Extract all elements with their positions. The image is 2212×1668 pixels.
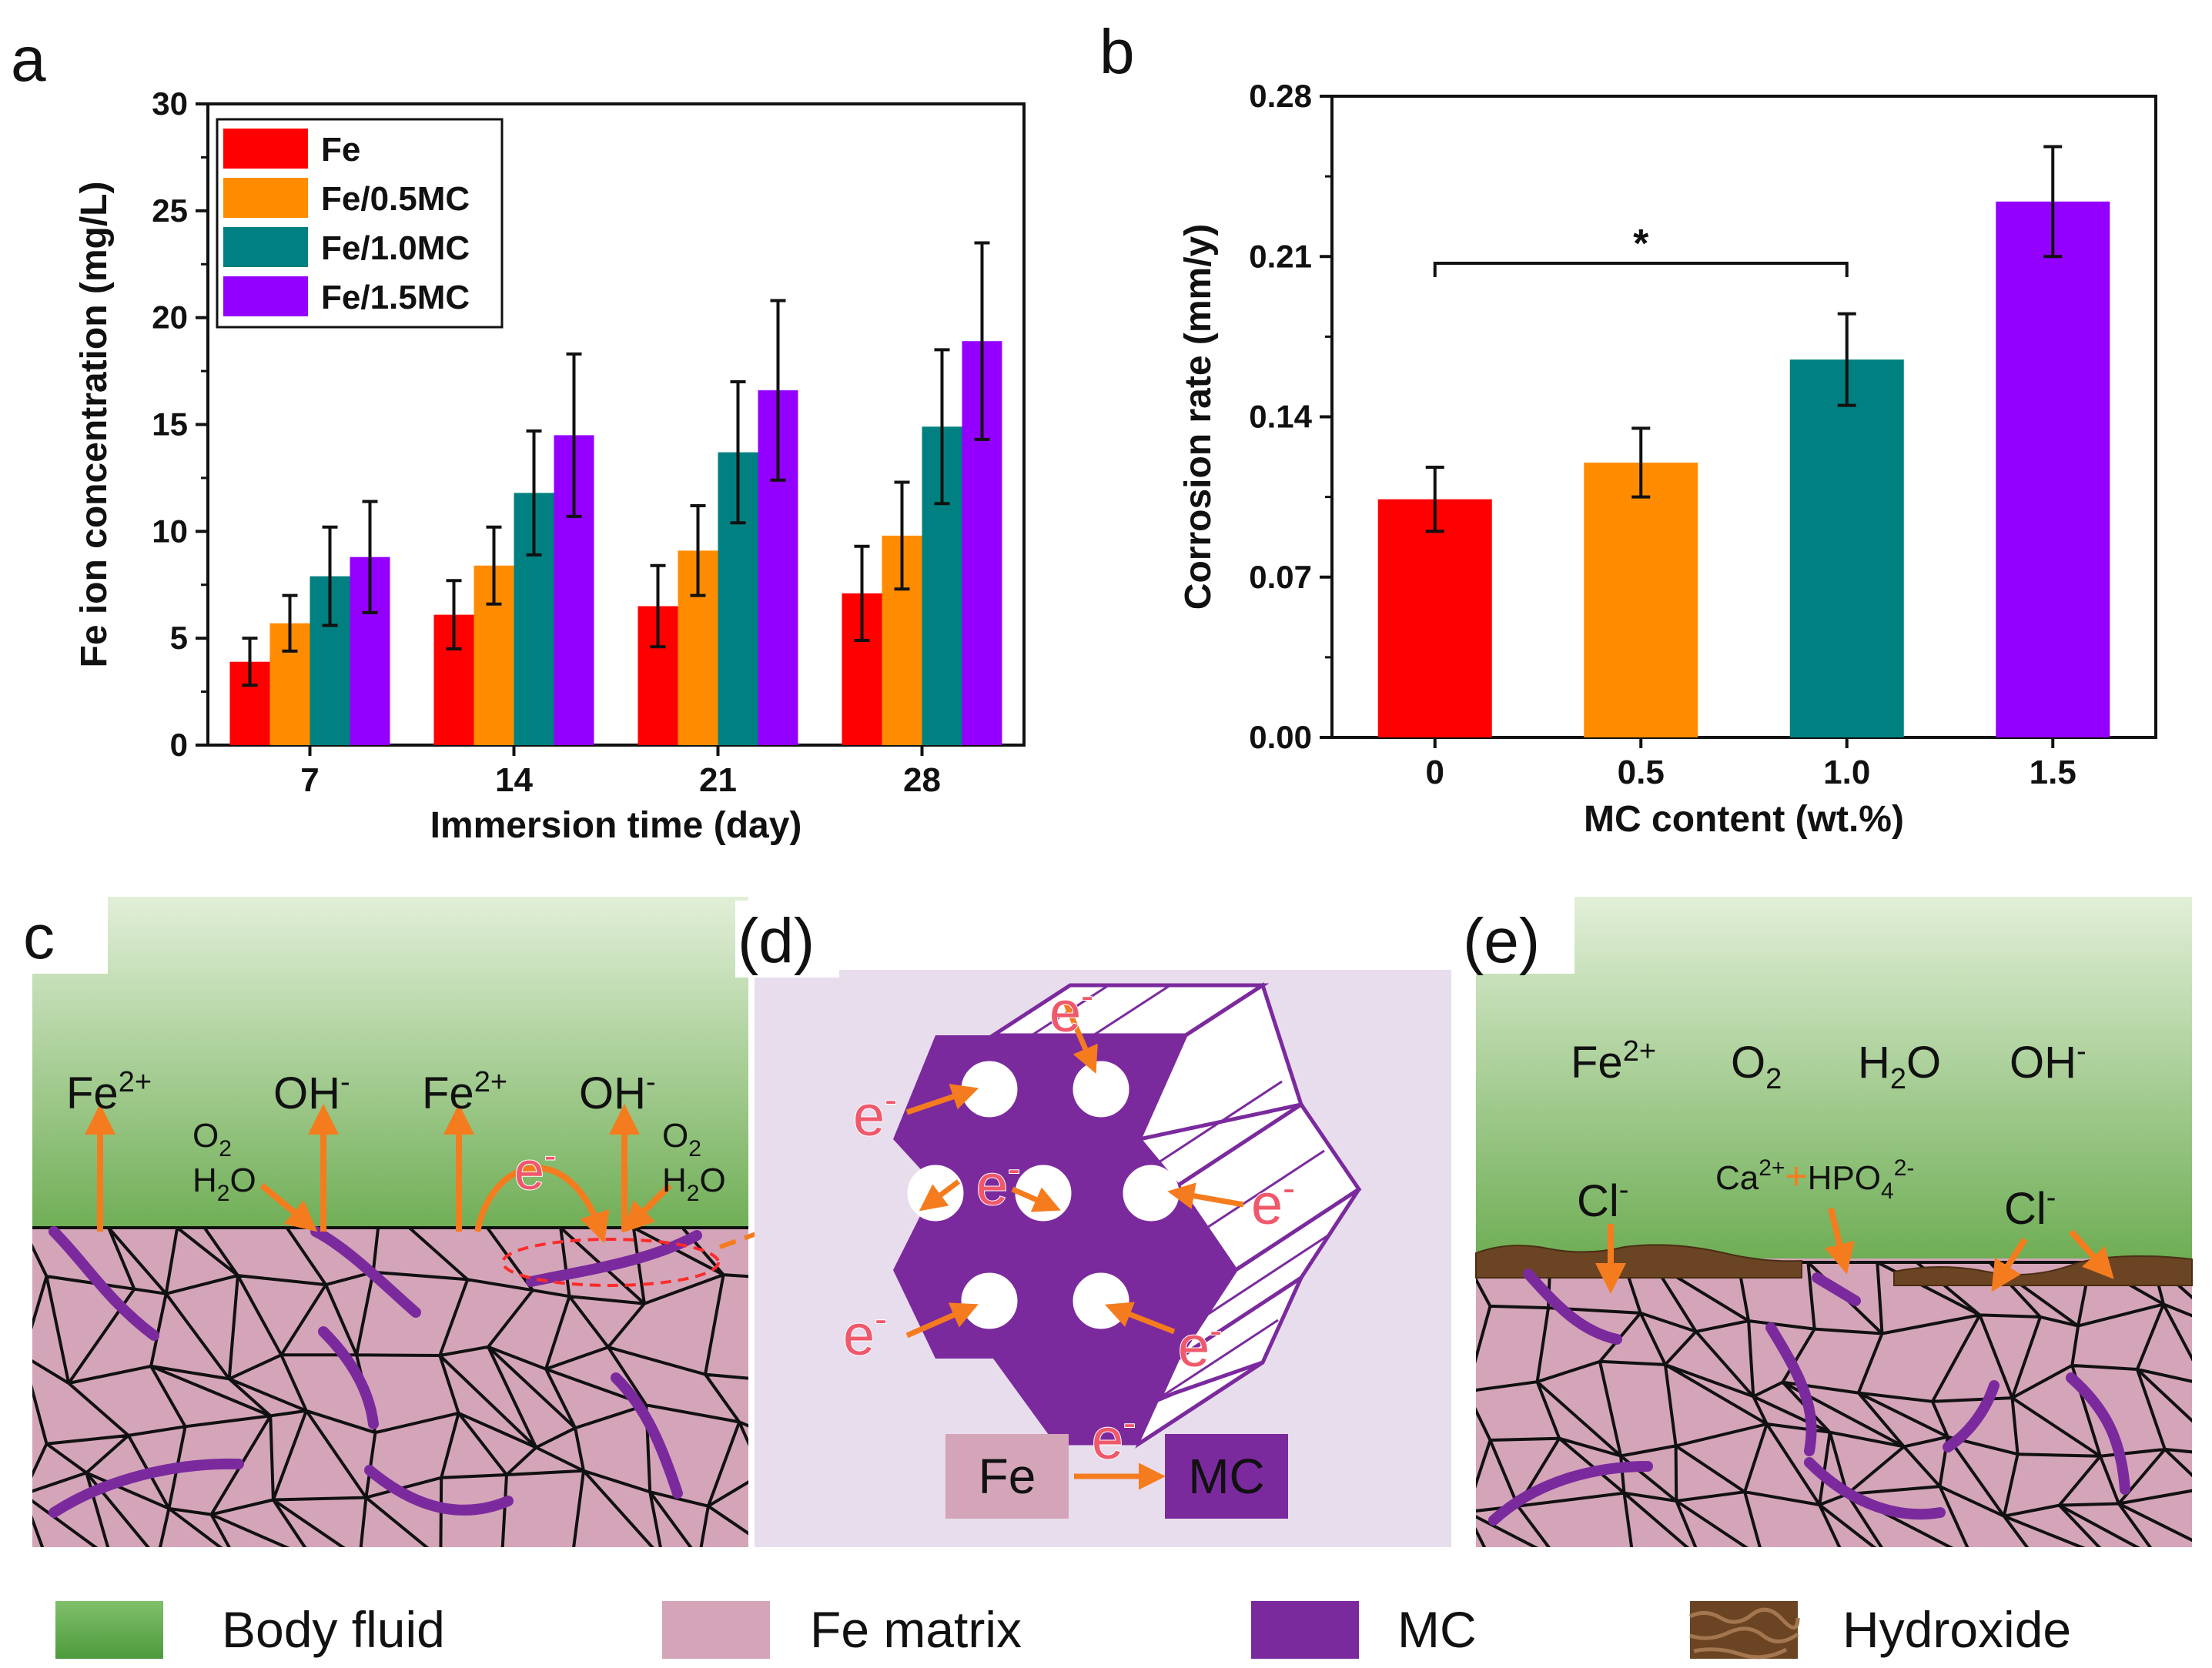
release-arrows: [85, 1104, 672, 1244]
y-tick-label-a: 10: [152, 513, 188, 549]
y-tick-label-b: 0.00: [1249, 719, 1312, 755]
y-tick-label-b: 0.07: [1249, 559, 1312, 595]
electron-label-d-7: e-: [1092, 1403, 1136, 1471]
y-tick-label-b: 0.14: [1249, 399, 1312, 435]
hydroxide-layer-2: [1893, 1255, 2193, 1286]
y-tick-label-b: 0.21: [1249, 238, 1312, 274]
y-tick-label-a: 0: [170, 727, 188, 763]
x-axis-label-a: Immersion time (day): [430, 805, 802, 846]
x-axis-label-b: MC content (wt.%): [1584, 799, 1904, 840]
e-species-h2o: H2O: [1858, 1038, 1941, 1095]
mc-box: [1165, 1434, 1288, 1519]
y-tick-label-a: 25: [152, 192, 188, 229]
fe-box-label: Fe: [979, 1449, 1036, 1504]
e-cl-label-2: Cl-: [2004, 1182, 2056, 1234]
fe-box: [945, 1434, 1069, 1519]
legend-label-a: Fe/1.0MC: [321, 229, 470, 267]
legend-label-a: Fe: [321, 131, 360, 169]
x-tick-label-a: 21: [699, 761, 737, 799]
electron-label-d-1: e-: [853, 1080, 897, 1148]
legend-label-hydroxide: Hydroxide: [1842, 1601, 2071, 1658]
legend-swatch-a: [223, 129, 308, 169]
chart-a: 0 5 10 15 20 25 30 7 14 21 28 Immersion time (day) F…: [74, 85, 1026, 846]
x-tick-label-a: 7: [300, 761, 319, 799]
fe2-label-1: Fe2+: [66, 1066, 152, 1118]
mc-structure-front: [893, 1035, 1236, 1443]
highlight-ellipse: [501, 1238, 720, 1287]
oh-label-1: OH-: [273, 1066, 350, 1118]
x-tick-label-b: 1.5: [2030, 754, 2076, 791]
panel-letter-d: (d): [738, 906, 815, 976]
panel-letter-a: a: [11, 25, 46, 95]
bar-b: [1377, 499, 1492, 737]
legend-swatch-a: [223, 227, 308, 267]
legend-label-a: Fe/0.5MC: [321, 180, 470, 218]
electron-label-d-3: e-: [976, 1149, 1020, 1217]
electron-arrows: [905, 1003, 1244, 1339]
legend-label-mc: MC: [1397, 1601, 1477, 1658]
legend-label-a: Fe/1.5MC: [321, 279, 470, 316]
y-tick-label-a: 5: [170, 620, 188, 656]
body-fluid-region: [32, 897, 748, 1232]
e-species-oh: OH-: [2010, 1035, 2087, 1088]
legend-label-fe-matrix: Fe matrix: [810, 1601, 1022, 1658]
y-tick-label-a: 30: [152, 85, 188, 122]
bar-b: [1996, 201, 2110, 738]
y-axis-label-b: Corrosion rate (mm/y): [1178, 224, 1219, 610]
x-tick-label-b: 0: [1426, 754, 1444, 791]
hydroxide-layer: [1475, 1244, 1802, 1279]
legend-swatch-mc: [1251, 1601, 1359, 1659]
chart-b: 0.00 0.07 0.14 0.21 0.28 0 0.5 1.0 1.5 * MC conten…: [1178, 78, 2157, 840]
panel-letter-b: b: [1099, 17, 1135, 87]
mc-box-label: MC: [1188, 1449, 1265, 1504]
o2-label-1: O2: [192, 1117, 232, 1162]
h2o-label-2: H2O: [662, 1162, 726, 1206]
chloride-arrows: [1595, 1208, 2114, 1294]
bar-b: [1584, 463, 1698, 737]
legend-swatch-body-fluid: [55, 1601, 163, 1659]
y-tick-label-b: 0.28: [1249, 78, 1312, 114]
y-axis-label-a: Fe ion concentration (mg/L): [74, 182, 115, 668]
legend-swatch-a: [223, 276, 308, 316]
x-tick-label-b: 1.0: [1823, 754, 1870, 791]
x-tick-label-a: 28: [903, 761, 941, 799]
mc-fibers: [49, 1226, 702, 1518]
o2-label-2: O2: [662, 1117, 701, 1162]
legend-swatch-fe-matrix: [662, 1601, 770, 1659]
electron-label-c: e-: [514, 1135, 556, 1201]
y-tick-label-a: 20: [152, 299, 188, 336]
oh-label-2: OH-: [579, 1066, 656, 1118]
h2o-label-1: H2O: [192, 1162, 256, 1206]
panel-e: (e) Fe2+ O2 H2O OH- Cl- Cl- Ca2++HPO42-: [1459, 897, 2193, 1547]
e-species-fe2: Fe2+: [1571, 1035, 1656, 1088]
legend-swatch-a: [223, 178, 308, 218]
mc-fibers-e: [1488, 1269, 2130, 1526]
fe2-label-2: Fe2+: [422, 1066, 507, 1118]
electron-label-d-6: e-: [1178, 1311, 1222, 1379]
panel-letter-e: (e): [1463, 906, 1540, 976]
bar-b: [1789, 359, 1904, 737]
panel-letter-c: c: [23, 902, 55, 972]
y-tick-label-a: 15: [152, 406, 188, 443]
x-tick-label-a: 14: [495, 761, 533, 799]
e-species-o2: O2: [1731, 1038, 1782, 1095]
e-ca-hpo-label: Ca2++HPO42-: [1715, 1155, 1914, 1204]
x-tick-label-b: 0.5: [1618, 754, 1665, 791]
panel-d: (d): [735, 901, 1451, 1547]
electron-label-d-2: e-: [1049, 976, 1093, 1044]
legend-label-body-fluid: Body fluid: [222, 1601, 445, 1658]
significance-marker: *: [1633, 222, 1649, 266]
body-fluid-region-e: [1476, 897, 2192, 1259]
panel-c: c Fe2+ OH- Fe2+ OH- O2 H2O O2: [0, 897, 868, 1547]
electron-label-d-5: e-: [843, 1299, 887, 1367]
electron-label-d-4: e-: [1251, 1168, 1295, 1236]
bottom-legend: Body fluid Fe matrix MC Hydroxide: [55, 1601, 2071, 1660]
e-cl-label-1: Cl-: [1577, 1174, 1628, 1226]
significance-bracket: [1433, 262, 1849, 277]
